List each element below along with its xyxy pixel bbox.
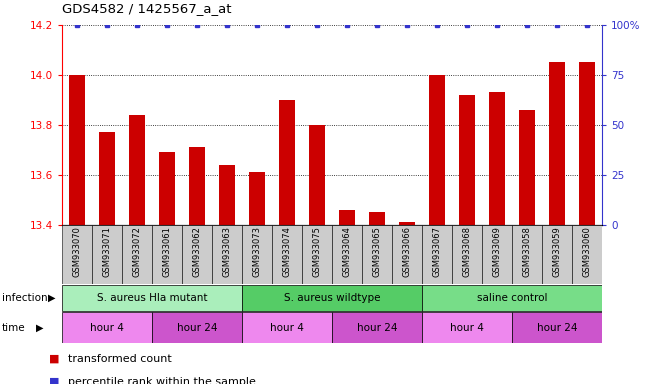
Bar [512, 225, 542, 284]
Text: GSM933072: GSM933072 [132, 227, 141, 277]
Bar [339, 210, 355, 225]
Bar [62, 225, 92, 284]
Bar [212, 225, 242, 284]
Bar [482, 225, 512, 284]
Text: hour 24: hour 24 [357, 323, 397, 333]
Text: S. aureus wildtype: S. aureus wildtype [284, 293, 380, 303]
Bar [579, 62, 596, 225]
Text: infection: infection [2, 293, 48, 303]
Bar [62, 313, 152, 343]
Bar [159, 152, 175, 225]
Bar [242, 285, 422, 311]
Text: GSM933058: GSM933058 [523, 227, 532, 277]
Bar [242, 225, 272, 284]
Bar [92, 225, 122, 284]
Bar [68, 75, 85, 225]
Bar [362, 225, 392, 284]
Bar [122, 225, 152, 284]
Text: GSM933062: GSM933062 [193, 227, 201, 277]
Bar [572, 225, 602, 284]
Text: GSM933066: GSM933066 [402, 227, 411, 277]
Bar [549, 62, 566, 225]
Text: GSM933073: GSM933073 [253, 227, 262, 277]
Text: S. aureus Hla mutant: S. aureus Hla mutant [96, 293, 207, 303]
Bar [392, 225, 422, 284]
Text: hour 4: hour 4 [270, 323, 304, 333]
Bar [98, 132, 115, 225]
Text: GSM933069: GSM933069 [493, 227, 502, 277]
Bar [399, 222, 415, 225]
Text: time: time [2, 323, 25, 333]
Text: GSM933065: GSM933065 [372, 227, 381, 277]
Bar [422, 313, 512, 343]
Bar [279, 100, 296, 225]
Bar [489, 92, 505, 225]
Bar [512, 313, 602, 343]
Text: hour 4: hour 4 [450, 323, 484, 333]
Bar [422, 225, 452, 284]
Text: hour 4: hour 4 [90, 323, 124, 333]
Bar [152, 313, 242, 343]
Bar [429, 75, 445, 225]
Text: GSM933063: GSM933063 [223, 227, 232, 277]
Text: transformed count: transformed count [68, 354, 172, 364]
Text: GSM933059: GSM933059 [553, 227, 562, 277]
Bar [249, 172, 265, 225]
Bar [459, 95, 475, 225]
Bar [519, 110, 535, 225]
Bar [242, 313, 332, 343]
Text: GSM933074: GSM933074 [283, 227, 292, 277]
Bar [542, 225, 572, 284]
Text: GSM933061: GSM933061 [162, 227, 171, 277]
Text: hour 24: hour 24 [176, 323, 217, 333]
Text: GDS4582 / 1425567_a_at: GDS4582 / 1425567_a_at [62, 2, 231, 15]
Bar [272, 225, 302, 284]
Bar [152, 225, 182, 284]
Bar [182, 225, 212, 284]
Text: ▶: ▶ [36, 323, 44, 333]
Bar [422, 285, 602, 311]
Text: GSM933067: GSM933067 [432, 227, 441, 277]
Bar [332, 313, 422, 343]
Bar [62, 285, 242, 311]
Text: GSM933060: GSM933060 [583, 227, 592, 277]
Text: ■: ■ [49, 354, 59, 364]
Bar [332, 225, 362, 284]
Text: ▶: ▶ [48, 293, 55, 303]
Bar [452, 225, 482, 284]
Bar [129, 115, 145, 225]
Text: GSM933070: GSM933070 [72, 227, 81, 277]
Text: hour 24: hour 24 [537, 323, 577, 333]
Bar [309, 125, 326, 225]
Text: GSM933064: GSM933064 [342, 227, 352, 277]
Text: saline control: saline control [477, 293, 547, 303]
Text: ■: ■ [49, 377, 59, 384]
Text: percentile rank within the sample: percentile rank within the sample [68, 377, 256, 384]
Text: GSM933075: GSM933075 [312, 227, 322, 277]
Text: GSM933071: GSM933071 [102, 227, 111, 277]
Bar [302, 225, 332, 284]
Bar [219, 165, 235, 225]
Bar [368, 212, 385, 225]
Bar [189, 147, 205, 225]
Text: GSM933068: GSM933068 [463, 227, 471, 277]
